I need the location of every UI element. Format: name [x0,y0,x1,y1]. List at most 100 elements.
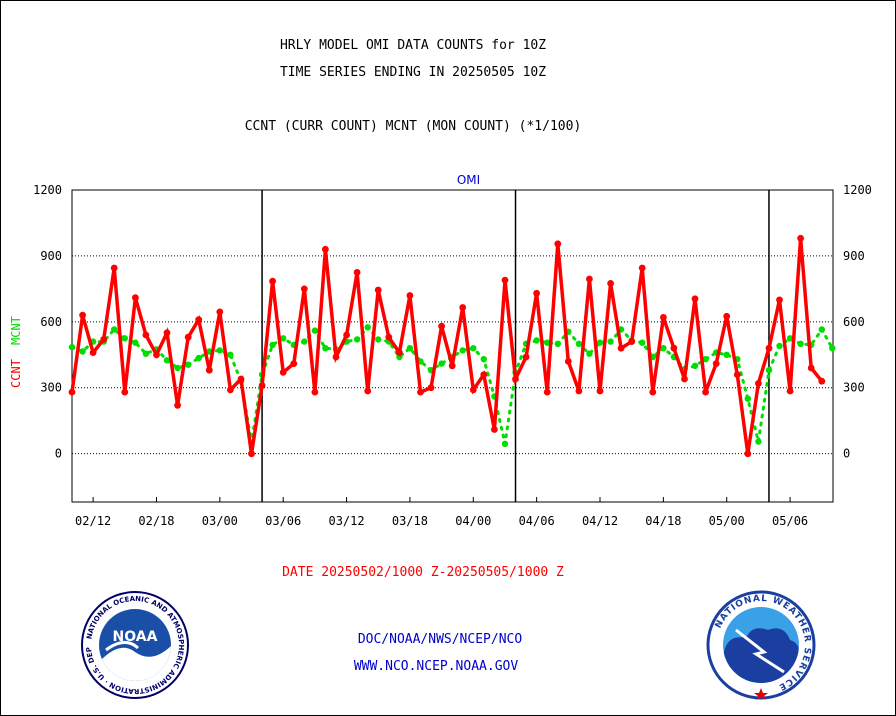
data-point-ccnt [596,387,604,395]
data-point-ccnt [564,358,572,365]
x-tick-label: 04/12 [582,514,618,528]
data-point-ccnt [681,375,688,383]
data-point-mcnt [438,360,445,367]
data-point-ccnt [385,333,393,341]
data-point-ccnt [459,304,467,311]
data-point-mcnt [744,395,751,402]
y-tick-label-right: 1200 [843,183,872,197]
y-tick-label-left: 0 [55,447,62,461]
y-axis-label-ccnt: CCNT [9,359,23,388]
data-point-ccnt [300,285,308,293]
data-point-ccnt [364,387,372,395]
plot-label: OMI [457,173,480,187]
data-point-mcnt [660,345,667,352]
chart-title: HRLY MODEL OMI DATA COUNTS for 10Z [279,38,547,53]
data-point-ccnt [311,388,319,396]
data-point-ccnt [723,312,731,320]
data-point-ccnt [406,292,414,299]
x-tick-label: 05/00 [709,514,745,528]
data-point-mcnt [480,356,487,363]
data-point-mcnt [280,335,287,342]
data-point-ccnt [469,386,477,394]
y-axis-label-mcnt: MCNT [9,316,23,345]
data-point-mcnt [185,361,192,368]
data-point-ccnt [554,240,562,248]
data-point-mcnt [554,340,561,347]
data-point-mcnt [132,339,139,346]
data-point-ccnt [818,377,826,385]
y-tick-label-left: 600 [40,315,62,329]
data-point-mcnt [586,350,593,357]
data-point-mcnt [470,345,477,352]
data-point-ccnt [121,388,129,396]
data-point-mcnt [227,351,234,358]
x-tick-label: 04/00 [455,514,491,528]
x-tick-label: 03/06 [265,514,301,528]
data-point-mcnt [829,345,836,352]
data-point-ccnt [712,360,720,367]
data-point-mcnt [533,337,540,344]
data-point-ccnt [786,387,794,395]
data-point-ccnt [438,322,445,330]
data-point-ccnt [163,329,171,337]
y-tick-label-right: 300 [843,381,865,395]
data-point-ccnt [290,360,298,367]
data-point-mcnt [459,347,466,354]
data-point-ccnt [417,388,424,396]
data-point-ccnt [702,388,709,396]
data-point-ccnt [448,362,456,370]
data-point-ccnt [649,388,657,396]
x-tick-label: 05/06 [772,514,808,528]
x-tick-label: 02/12 [75,514,111,528]
nws-logo: NATIONAL WEATHER SERVICE [706,590,816,700]
data-point-ccnt [374,286,382,294]
data-point-mcnt [216,347,223,354]
data-point-mcnt [501,440,509,447]
data-point-mcnt [301,338,308,345]
data-point-ccnt [586,275,593,283]
x-tick-label: 03/12 [328,514,364,528]
noaa-logo-text: NOAA [113,629,158,645]
data-point-ccnt [533,289,540,297]
data-point-ccnt [153,351,160,359]
data-point-ccnt [501,276,509,284]
chart-subtitle: CCNT (CURR COUNT) MCNT (MON COUNT) (*1/1… [244,119,582,134]
data-point-ccnt [174,401,182,409]
website-label: WWW.NCO.NCEP.NOAA.GOV [353,659,519,674]
data-point-ccnt [670,344,678,352]
data-point-mcnt [121,335,128,342]
data-point-mcnt [575,340,583,347]
y-tick-label-left: 900 [40,249,62,263]
data-point-mcnt [79,348,86,355]
y-tick-label-right: 900 [843,249,865,263]
data-point-mcnt [691,362,699,369]
data-point-ccnt [132,294,139,302]
data-point-ccnt [491,426,498,433]
data-point-ccnt [807,364,815,372]
data-point-ccnt [343,331,350,339]
data-point-mcnt [68,343,76,351]
data-point-ccnt [89,349,97,356]
data-point-ccnt [543,388,551,396]
data-point-ccnt [480,371,488,378]
data-point-ccnt [258,382,266,389]
x-tick-label: 02/18 [138,514,174,528]
y-tick-label-right: 600 [843,315,865,329]
data-point-ccnt [660,314,667,321]
noaa-logo: NATIONAL OCEANIC AND ATMOSPHERIC ADMINIS… [80,590,189,699]
data-point-ccnt [279,369,287,376]
data-point-ccnt [522,353,530,361]
data-point-ccnt [512,375,519,383]
y-tick-label-left: 1200 [33,183,62,197]
data-point-ccnt [227,386,234,394]
data-point-ccnt [68,388,76,396]
data-point-ccnt [195,316,203,323]
data-point-ccnt [100,336,108,343]
y-tick-label-right: 0 [843,447,850,461]
data-point-ccnt [396,349,403,356]
y-tick-label-left: 300 [40,381,62,395]
data-point-ccnt [79,311,86,319]
data-point-ccnt [205,366,213,374]
data-point-ccnt [797,234,804,242]
